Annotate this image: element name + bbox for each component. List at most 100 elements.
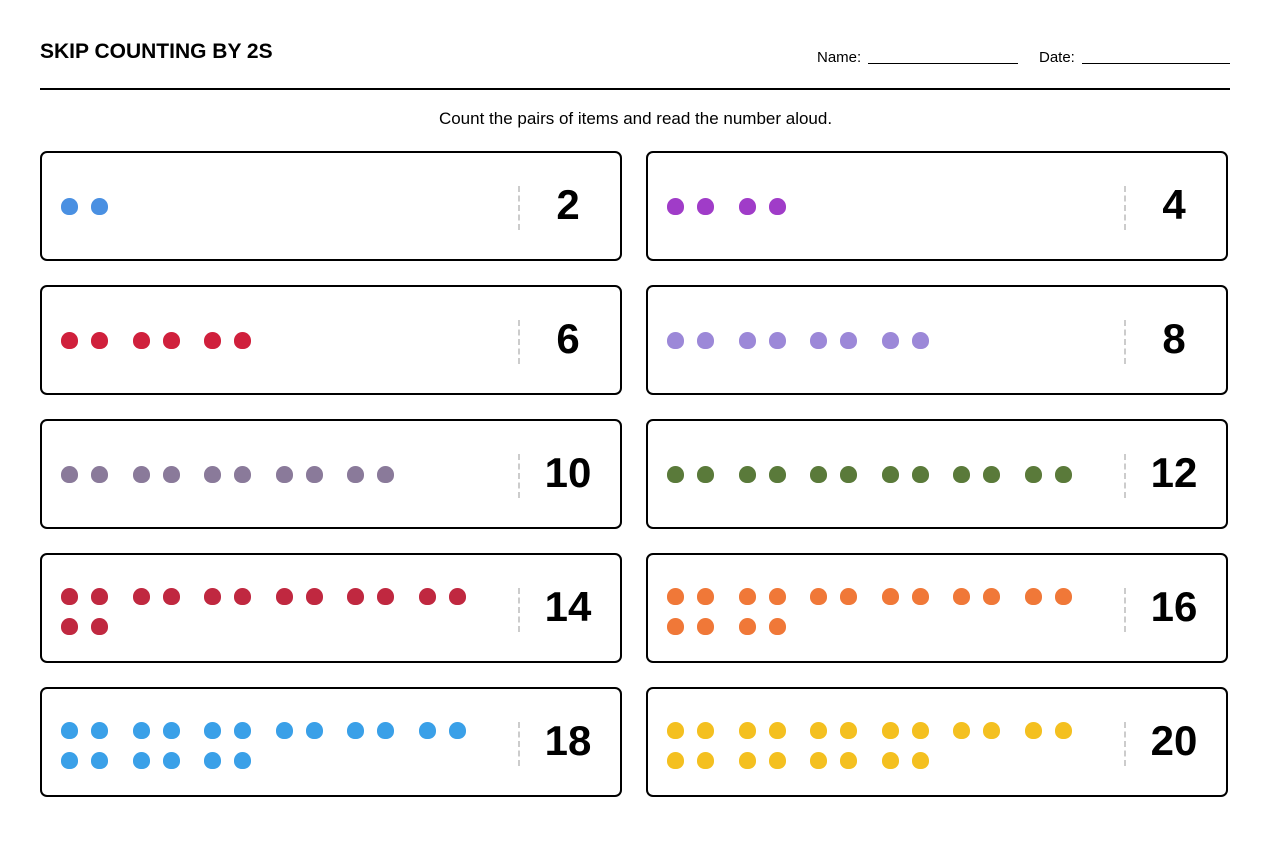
item-icon <box>697 588 714 605</box>
item-icon <box>1024 722 1042 739</box>
item-icon <box>738 752 756 769</box>
item-icon <box>983 588 1000 605</box>
item-icon <box>881 588 899 605</box>
item-icon <box>162 722 180 739</box>
item-icon <box>738 722 756 739</box>
answer-number: 6 <box>556 315 580 362</box>
item-icon <box>61 198 78 215</box>
item-icon <box>667 752 684 769</box>
divider <box>518 454 520 498</box>
item-icon <box>61 466 78 483</box>
item-icon <box>840 332 857 349</box>
item-icon <box>377 466 394 483</box>
item-icon <box>204 588 221 605</box>
card: 20 <box>646 687 1228 797</box>
item-icon <box>667 722 684 739</box>
item-icon <box>911 466 929 483</box>
item-icon <box>91 618 108 635</box>
item-icon <box>697 618 714 635</box>
item-icon <box>448 722 466 739</box>
divider <box>1124 186 1126 230</box>
item-icon <box>275 466 293 483</box>
item-icon <box>738 588 756 605</box>
item-icon <box>234 588 251 605</box>
item-icon <box>91 332 108 349</box>
item-icon <box>840 752 857 769</box>
card: 12 <box>646 419 1228 529</box>
item-icon <box>983 722 1000 739</box>
item-icon <box>91 588 108 605</box>
item-icon <box>162 588 180 605</box>
item-icon <box>840 722 857 739</box>
item-icon <box>418 722 436 739</box>
item-icon <box>91 466 108 483</box>
item-icon <box>1024 588 1042 605</box>
item-icon <box>61 588 78 605</box>
item-icon <box>305 466 323 483</box>
item-icon <box>234 722 251 739</box>
item-icon <box>91 722 108 739</box>
item-icon <box>667 332 684 349</box>
item-icon <box>667 466 684 483</box>
item-icon <box>162 332 180 349</box>
item-icon <box>911 332 929 349</box>
item-icon <box>697 752 714 769</box>
item-icon <box>911 588 929 605</box>
item-icon <box>810 332 827 349</box>
item-icon <box>983 466 1000 483</box>
card: 10 <box>40 419 622 529</box>
item-icon <box>810 722 827 739</box>
answer-number: 2 <box>556 181 580 228</box>
answer-number: 16 <box>1150 583 1198 630</box>
item-icon <box>667 588 684 605</box>
item-icon <box>881 752 899 769</box>
item-icon <box>697 722 714 739</box>
item-icon <box>1054 466 1072 483</box>
item-icon <box>1054 588 1072 605</box>
divider <box>1124 320 1126 364</box>
instruction: Count the pairs of items and read the nu… <box>438 109 833 128</box>
item-icon <box>738 618 756 635</box>
item-icon <box>91 198 108 215</box>
answer-number: 20 <box>1150 717 1198 764</box>
item-icon <box>61 332 78 349</box>
card: 16 <box>646 553 1228 663</box>
answer-number: 18 <box>544 717 592 764</box>
item-icon <box>234 332 251 349</box>
item-icon <box>738 198 756 215</box>
item-icon <box>132 722 150 739</box>
item-icon <box>162 466 180 483</box>
item-icon <box>347 588 364 605</box>
date-line <box>1082 63 1230 64</box>
item-icon <box>697 466 714 483</box>
item-icon <box>667 198 684 215</box>
item-icon <box>840 466 857 483</box>
item-icon <box>61 752 78 769</box>
item-icon <box>738 466 756 483</box>
item-icon <box>305 722 323 739</box>
item-icon <box>911 722 929 739</box>
item-icon <box>911 752 929 769</box>
item-icon <box>667 618 684 635</box>
item-icon <box>377 588 394 605</box>
divider <box>1124 454 1126 498</box>
card: 6 <box>40 285 622 395</box>
item-icon <box>840 588 857 605</box>
divider <box>1124 588 1126 632</box>
item-icon <box>234 752 251 769</box>
item-icon <box>768 722 786 739</box>
item-icon <box>1024 466 1042 483</box>
divider <box>1124 722 1126 766</box>
item-icon <box>697 332 714 349</box>
item-icon <box>234 466 251 483</box>
divider <box>518 588 520 632</box>
item-icon <box>768 588 786 605</box>
item-icon <box>275 588 293 605</box>
card: 8 <box>646 285 1228 395</box>
item-icon <box>810 466 827 483</box>
item-icon <box>418 588 436 605</box>
divider <box>518 186 520 230</box>
item-icon <box>768 198 786 215</box>
item-icon <box>61 618 78 635</box>
item-icon <box>204 752 221 769</box>
